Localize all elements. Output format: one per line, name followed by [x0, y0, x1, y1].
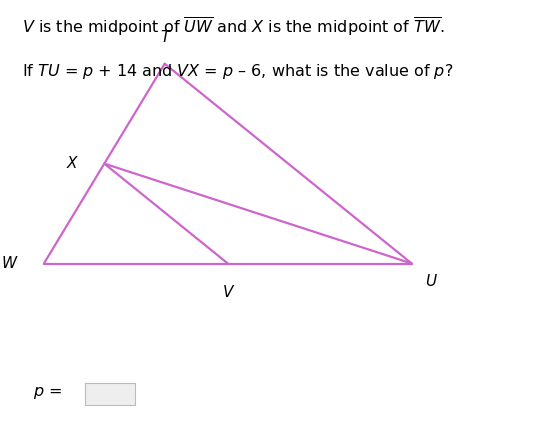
Text: If $\it{TU}$ = $\it{p}$ + 14 and $\it{VX}$ = $\it{p}$ – 6, what is the value of : If $\it{TU}$ = $\it{p}$ + 14 and $\it{VX… [22, 62, 453, 81]
Text: $\it{p}$ =: $\it{p}$ = [33, 385, 62, 401]
Text: U: U [425, 274, 436, 289]
Text: W: W [1, 256, 16, 271]
Text: V: V [223, 285, 233, 300]
Text: T: T [160, 30, 170, 45]
Text: X: X [66, 156, 77, 171]
Text: $\it{V}$ is the midpoint of $\overline{UW}$ and $\it{X}$ is the midpoint of $\ov: $\it{V}$ is the midpoint of $\overline{U… [22, 15, 444, 38]
